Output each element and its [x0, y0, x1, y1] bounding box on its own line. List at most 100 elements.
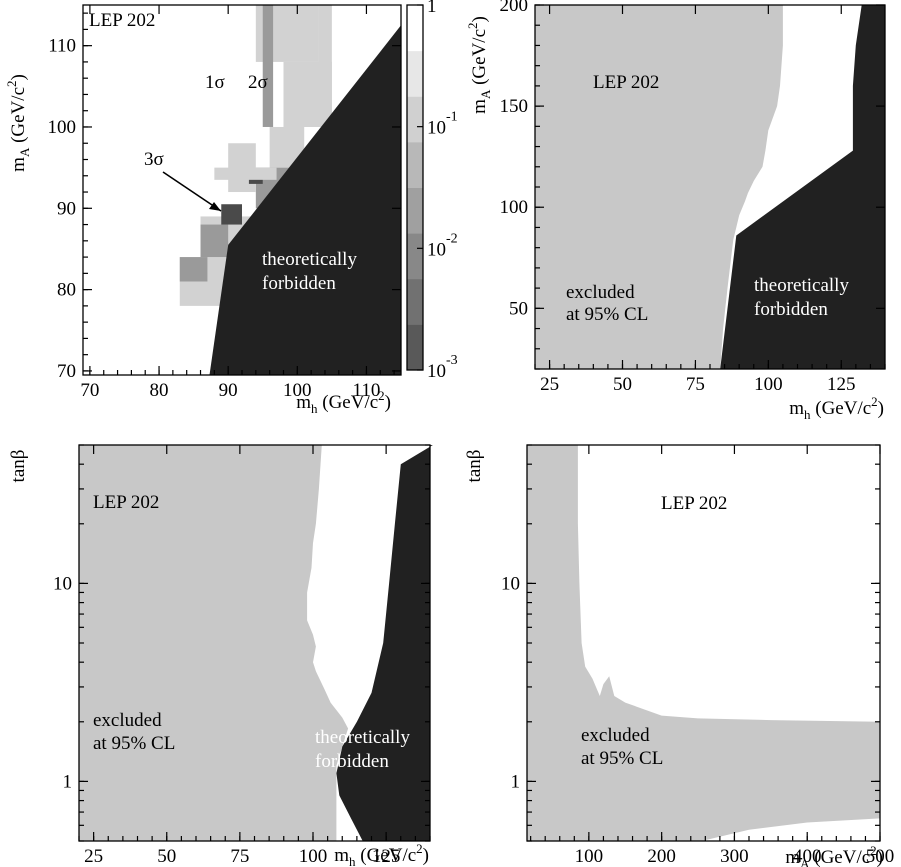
x-tick-label: 50 — [157, 846, 176, 867]
y-tick-label: 100 — [48, 117, 77, 138]
p0-forbidden-label-1: theoretically — [262, 249, 357, 270]
p3-y-axis-title: tanβ — [464, 450, 485, 483]
p0-sigma3-arrow — [162, 171, 222, 212]
y-tick-label: 200 — [500, 0, 529, 16]
x-tick-label: 125 — [827, 374, 856, 395]
p0-colorbar-labels: 10-3 10-2 10-1 1 — [417, 0, 458, 382]
p0-forbidden-label-2: forbidden — [262, 273, 336, 294]
p1-excluded-region — [535, 5, 783, 369]
heatmap-cell — [262, 5, 274, 127]
p0-colorbar-frame — [406, 4, 424, 371]
p2-x-axis-title: mh (GeV/c2) — [334, 841, 429, 867]
heatmap-cell — [179, 257, 208, 282]
x-tick-label: 25 — [84, 846, 103, 867]
colorbar-segment — [407, 324, 423, 371]
colorbar-segment — [407, 50, 423, 97]
p3-excluded-region — [527, 445, 880, 841]
p3-excluded-label-1: excluded — [581, 725, 650, 746]
x-tick-label: 100 — [754, 374, 783, 395]
heatmap-cell — [221, 204, 242, 225]
p0-x-axis-title: mh (GeV/c2) — [296, 388, 391, 416]
y-tick-label: 110 — [48, 36, 76, 57]
p3-regions — [527, 445, 880, 841]
p0-heatmap-cells — [179, 5, 401, 376]
p1-excluded-label-1: excluded — [566, 282, 635, 303]
colorbar-segment — [407, 187, 423, 234]
colorbar-segment — [407, 278, 423, 325]
panel-bottom-left: 25 50 75 100 125 1 10 LEP 202 excluded at 95% … — [8, 444, 433, 867]
colorbar-tick-label: 10-1 — [427, 110, 458, 139]
y-tick-label: 1 — [511, 771, 521, 792]
panel-top-right: 25 50 75 100 125 50 100 150 200 LEP 202 excluded… — [465, 0, 886, 422]
p3-panel-label: LEP 202 — [661, 493, 727, 514]
y-tick-label: 10 — [53, 573, 72, 594]
heatmap-cell — [318, 5, 332, 127]
p0-ticks: 70 80 90 100 110 70 80 90 100 110 — [48, 5, 401, 401]
p2-forbidden-label-1: theoretically — [315, 727, 410, 748]
y-tick-label: 10 — [501, 573, 520, 594]
colorbar-tick-label: 10-3 — [427, 353, 458, 382]
p2-forbidden-label-2: forbidden — [315, 751, 389, 772]
p2-regions — [79, 445, 433, 841]
x-tick-label: 100 — [283, 380, 312, 401]
x-tick-label: 90 — [219, 380, 238, 401]
p2-forbidden-region — [336, 445, 433, 841]
x-tick-label: 50 — [613, 374, 632, 395]
x-tick-label: 200 — [647, 846, 676, 867]
p0-sigma2-label: 2σ — [248, 72, 268, 93]
x-tick-label: 70 — [80, 380, 99, 401]
p0-sigma1-label: 1σ — [205, 72, 225, 93]
y-tick-label: 70 — [57, 361, 76, 382]
p1-forbidden-region — [720, 5, 885, 369]
x-tick-label: 80 — [150, 380, 169, 401]
p0-sigma3-arrowhead — [209, 202, 221, 211]
p0-y-axis-title: mA (GeV/c2) — [4, 74, 32, 172]
y-tick-label: 50 — [509, 298, 528, 319]
p0-forbidden-region — [209, 25, 401, 376]
x-tick-label: 100 — [575, 846, 604, 867]
p2-excluded-label-1: excluded — [93, 710, 162, 731]
p3-x-axis-title: mA (GeV/c2) — [785, 843, 883, 867]
x-tick-label: 100 — [299, 846, 328, 867]
p0-sigma3-label: 3σ — [144, 149, 164, 170]
x-tick-label: 110 — [353, 380, 381, 401]
x-tick-label: 75 — [686, 374, 705, 395]
y-tick-label: 1 — [63, 771, 73, 792]
p2-panel-label: LEP 202 — [93, 492, 159, 513]
colorbar-tick-label: 1 — [427, 0, 437, 17]
p1-panel-label: LEP 202 — [593, 72, 659, 93]
y-tick-label: 90 — [57, 198, 76, 219]
p1-regions — [535, 5, 885, 369]
x-tick-label: 25 — [540, 374, 559, 395]
heatmap-cell — [214, 167, 277, 180]
p1-forbidden-label-2: forbidden — [754, 299, 828, 320]
p0-colorbar — [407, 5, 423, 371]
x-tick-label: 500 — [866, 846, 895, 867]
p2-ticks: 25 50 75 100 125 1 10 — [53, 444, 431, 867]
p0-panel-label: LEP 202 — [89, 10, 155, 31]
colorbar-segment — [407, 141, 423, 188]
colorbar-tick-label: 10-2 — [427, 231, 458, 260]
p2-excluded-label-2: at 95% CL — [93, 733, 175, 754]
y-tick-label: 80 — [57, 280, 76, 301]
y-tick-label: 150 — [500, 96, 529, 117]
p3-ticks: 100 200 300 400 500 1 10 — [501, 444, 895, 867]
p1-y-axis-title: mA (GeV/c2) — [465, 16, 493, 114]
x-tick-label: 75 — [230, 846, 249, 867]
colorbar-segment — [407, 233, 423, 280]
colorbar-segment — [407, 5, 423, 52]
y-tick-label: 100 — [500, 197, 529, 218]
x-tick-label: 300 — [720, 846, 749, 867]
p2-excluded-region — [79, 445, 349, 841]
p2-y-axis-title: tanβ — [8, 450, 29, 483]
x-tick-label: 400 — [793, 846, 822, 867]
panel-top-left: 70 80 90 100 110 70 80 90 100 110 LEP 202 1σ 2σ 3… — [4, 0, 458, 416]
panel-bottom-right: 100 200 300 400 500 1 10 LEP 202 excluded at 9… — [464, 444, 895, 867]
x-tick-label: 125 — [372, 846, 401, 867]
p1-forbidden-label-1: theoretically — [754, 275, 849, 296]
p3-excluded-label-2: at 95% CL — [581, 748, 663, 769]
p1-excluded-label-2: at 95% CL — [566, 304, 648, 325]
p1-ticks: 25 50 75 100 125 50 100 150 200 — [500, 0, 886, 395]
p1-x-axis-title: mh (GeV/c2) — [789, 394, 884, 422]
